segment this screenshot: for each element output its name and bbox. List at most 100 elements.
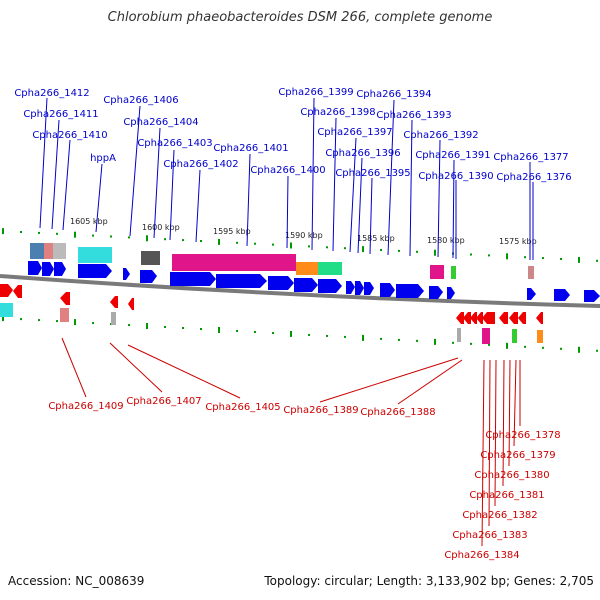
gene-arrow xyxy=(13,285,22,298)
gene-label[interactable]: Cpha266_1394 xyxy=(356,89,431,100)
minor-tick xyxy=(596,259,598,262)
gene-arrow xyxy=(396,284,424,298)
gene-label[interactable]: Cpha266_1404 xyxy=(123,117,198,128)
gene-label[interactable]: Cpha266_1384 xyxy=(444,550,519,561)
gene-label[interactable]: Cpha266_1383 xyxy=(452,530,527,541)
feature-block xyxy=(78,247,112,263)
gene-arrow xyxy=(554,289,570,301)
gene-label[interactable]: Cpha266_1410 xyxy=(32,130,107,141)
major-tick xyxy=(146,323,148,330)
minor-tick xyxy=(344,335,346,338)
gene-label[interactable]: Cpha266_1378 xyxy=(485,430,560,441)
gene-arrow xyxy=(518,312,526,324)
gene-label[interactable]: Cpha266_1391 xyxy=(415,150,490,161)
major-tick xyxy=(74,231,76,238)
gene-label[interactable]: Cpha266_1381 xyxy=(469,490,544,501)
minor-tick xyxy=(524,256,526,259)
minor-tick xyxy=(452,341,454,344)
feature-block xyxy=(53,243,66,259)
gene-arrow xyxy=(456,312,464,324)
gene-label[interactable]: Cpha266_1377 xyxy=(493,152,568,163)
major-tick xyxy=(218,238,220,245)
gene-label[interactable]: Cpha266_1398 xyxy=(300,107,375,118)
gene-label[interactable]: Cpha266_1390 xyxy=(418,171,493,182)
gene-arrow xyxy=(429,286,443,299)
minor-tick xyxy=(92,322,94,325)
gene-label[interactable]: Cpha266_1376 xyxy=(496,172,571,183)
gene-label[interactable]: Cpha266_1400 xyxy=(250,165,325,176)
major-tick xyxy=(2,315,4,322)
gene-label[interactable]: Cpha266_1407 xyxy=(126,396,201,407)
minor-tick xyxy=(236,241,238,244)
gene-arrow xyxy=(470,312,477,324)
major-tick xyxy=(74,319,76,326)
minor-tick xyxy=(308,333,310,336)
gene-label[interactable]: Cpha266_1380 xyxy=(474,470,549,481)
map-title: Chlorobium phaeobacteroides DSM 266, com… xyxy=(107,10,493,25)
gene-arrow xyxy=(78,264,112,278)
major-tick xyxy=(578,256,580,263)
gene-label[interactable]: Cpha266_1401 xyxy=(213,143,288,154)
minor-tick xyxy=(308,245,310,248)
gene-arrow xyxy=(346,281,355,294)
minor-tick xyxy=(326,334,328,337)
gene-label[interactable]: Cpha266_1403 xyxy=(137,138,212,149)
feature-block xyxy=(537,330,543,343)
feature-block xyxy=(528,266,534,279)
gene-label[interactable]: Cpha266_1382 xyxy=(462,510,537,521)
minor-tick xyxy=(560,347,562,350)
gene-arrow xyxy=(140,270,157,283)
minor-tick xyxy=(542,346,544,349)
gene-label[interactable]: hppA xyxy=(90,153,116,164)
gene-label[interactable]: Cpha266_1388 xyxy=(360,407,435,418)
feature-block xyxy=(30,243,44,259)
reverse-genes xyxy=(0,284,543,324)
gene-arrow xyxy=(54,262,66,276)
gene-arrow xyxy=(318,279,342,293)
gene-arrow xyxy=(268,276,294,290)
ruler-label-1605: 1605 kbp xyxy=(70,217,108,226)
gene-arrow xyxy=(0,284,13,297)
gene-label[interactable]: Cpha266_1392 xyxy=(403,130,478,141)
ruler-label-1600: 1600 kbp xyxy=(142,223,180,232)
gene-label[interactable]: Cpha266_1399 xyxy=(278,87,353,98)
minor-tick xyxy=(92,234,94,237)
gene-arrow xyxy=(28,261,42,275)
minor-tick xyxy=(398,338,400,341)
gene-label[interactable]: Cpha266_1402 xyxy=(163,159,238,170)
gene-arrow xyxy=(380,283,395,297)
minor-tick xyxy=(38,319,40,322)
gene-label[interactable]: Cpha266_1389 xyxy=(283,405,358,416)
gene-label[interactable]: Cpha266_1396 xyxy=(325,148,400,159)
minor-tick xyxy=(56,320,58,323)
gene-arrow xyxy=(499,312,508,324)
gene-label[interactable]: Cpha266_1393 xyxy=(376,110,451,121)
feature-block xyxy=(60,308,69,322)
major-tick xyxy=(290,242,292,249)
gene-arrow xyxy=(584,290,600,302)
gene-arrow xyxy=(294,278,318,292)
minor-tick xyxy=(164,238,166,241)
tick-track-bottom xyxy=(2,315,598,353)
minor-tick xyxy=(182,327,184,330)
forward-labels: Cpha266_1412 Cpha266_1411 Cpha266_1410 h… xyxy=(14,87,571,183)
minor-tick xyxy=(56,232,58,235)
forward-genes xyxy=(28,261,600,302)
gene-label[interactable]: Cpha266_1409 xyxy=(48,401,123,412)
gene-label[interactable]: Cpha266_1397 xyxy=(317,127,392,138)
gene-label[interactable]: Cpha266_1395 xyxy=(335,168,410,179)
gene-label[interactable]: Cpha266_1411 xyxy=(23,109,98,120)
gene-label[interactable]: Cpha266_1379 xyxy=(480,450,555,461)
minor-tick xyxy=(272,331,274,334)
minor-tick xyxy=(200,328,202,330)
feature-block xyxy=(172,254,296,271)
gene-label[interactable]: Cpha266_1412 xyxy=(14,88,89,99)
minor-tick xyxy=(20,318,22,321)
major-tick xyxy=(362,334,364,341)
gene-label[interactable]: Cpha266_1406 xyxy=(103,95,178,106)
major-tick xyxy=(506,342,508,349)
gene-label[interactable]: Cpha266_1405 xyxy=(205,402,280,413)
feature-block xyxy=(451,266,456,279)
minor-tick xyxy=(182,239,184,242)
